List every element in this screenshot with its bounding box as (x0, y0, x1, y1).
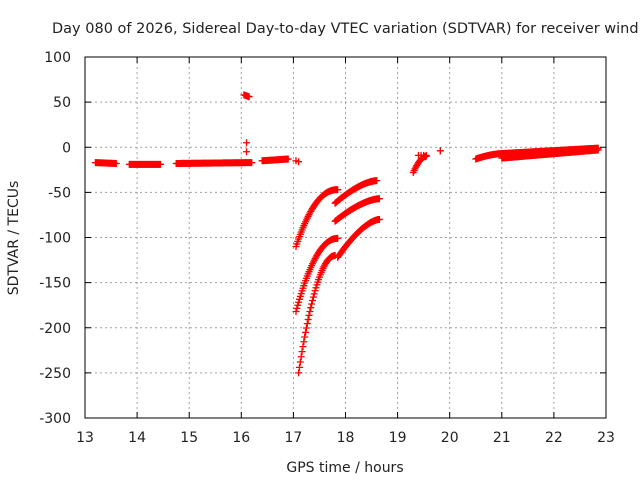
x-tick-label: 19 (389, 430, 407, 446)
data-point (594, 144, 602, 152)
y-axis-label: SDTVAR / TECUs (6, 181, 22, 296)
x-tick-label: 18 (337, 430, 355, 446)
x-tick-label: 16 (232, 430, 250, 446)
grid-lines (85, 57, 606, 418)
data-point (284, 155, 292, 163)
data-point (243, 139, 251, 147)
data-point (375, 215, 383, 223)
y-tick-label: -150 (39, 276, 71, 292)
x-tick-label: 13 (76, 430, 94, 446)
data-point (294, 301, 302, 309)
x-tick-label: 22 (545, 430, 563, 446)
data-point (309, 297, 317, 305)
data-point (303, 320, 311, 328)
data-point (373, 177, 381, 185)
y-tick-label: 0 (62, 140, 71, 156)
data-point (243, 148, 251, 156)
x-tick-label: 17 (284, 430, 302, 446)
y-tick-label: -250 (39, 366, 71, 382)
data-point (304, 315, 312, 323)
data-point (305, 311, 313, 319)
tick-labels: 13 14 15 16 17 18 19 20 21 22 23 100 50 0 -50 -100 -150 -… (39, 50, 615, 446)
data-point (422, 151, 430, 159)
data-point (309, 293, 317, 301)
y-tick-label: -200 (39, 321, 71, 337)
data-point (299, 343, 307, 351)
data-points (91, 91, 602, 377)
x-axis-label: GPS time / hours (286, 460, 403, 476)
x-tick-label: 20 (441, 430, 459, 446)
data-point (248, 159, 256, 167)
x-tick-label: 14 (128, 430, 146, 446)
data-point (295, 363, 303, 371)
data-point (295, 369, 303, 377)
data-point (306, 307, 314, 315)
data-point (112, 159, 120, 167)
data-point (293, 304, 301, 312)
data-point (157, 160, 165, 168)
chart-title: Day 080 of 2026, Sidereal Day-to-day VTE… (52, 21, 639, 37)
data-point (302, 324, 310, 332)
data-point (295, 158, 303, 166)
data-point (311, 287, 319, 295)
data-point (308, 300, 316, 308)
x-tick-label: 21 (493, 430, 511, 446)
data-point (296, 358, 304, 366)
data-point (245, 93, 253, 101)
x-tick-label: 15 (180, 430, 198, 446)
data-point (375, 195, 383, 203)
plot-border (84, 56, 607, 419)
data-point (334, 234, 342, 242)
data-point (302, 328, 310, 336)
y-tick-label: -300 (39, 411, 71, 427)
data-point (301, 333, 309, 341)
y-tick-label: -100 (39, 231, 71, 247)
data-point (300, 338, 308, 346)
y-tick-label: -50 (48, 185, 71, 201)
data-point (292, 308, 300, 316)
data-point (297, 353, 305, 361)
data-point (334, 186, 342, 194)
data-point (307, 304, 315, 312)
x-tick-label: 23 (597, 430, 615, 446)
data-point (298, 348, 306, 356)
data-point (436, 147, 444, 155)
y-tick-label: 100 (44, 50, 71, 66)
y-tick-label: 50 (53, 95, 71, 111)
data-point (310, 290, 318, 298)
